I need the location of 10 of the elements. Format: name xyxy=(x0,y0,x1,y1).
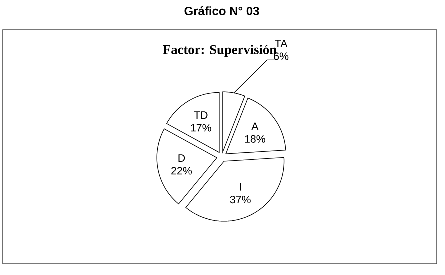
slice-label: D xyxy=(178,154,186,162)
data-label: 22% xyxy=(172,167,192,175)
slice-label: TD xyxy=(194,112,208,120)
data-label: 18% xyxy=(245,135,266,143)
slice-label: TA xyxy=(275,40,288,48)
data-label: 37% xyxy=(230,196,251,204)
slice-label: A xyxy=(252,122,259,130)
data-label: 17% xyxy=(191,124,212,132)
chart-title: Gráfico N° 03 xyxy=(184,6,260,16)
slice-label: I xyxy=(240,183,242,191)
